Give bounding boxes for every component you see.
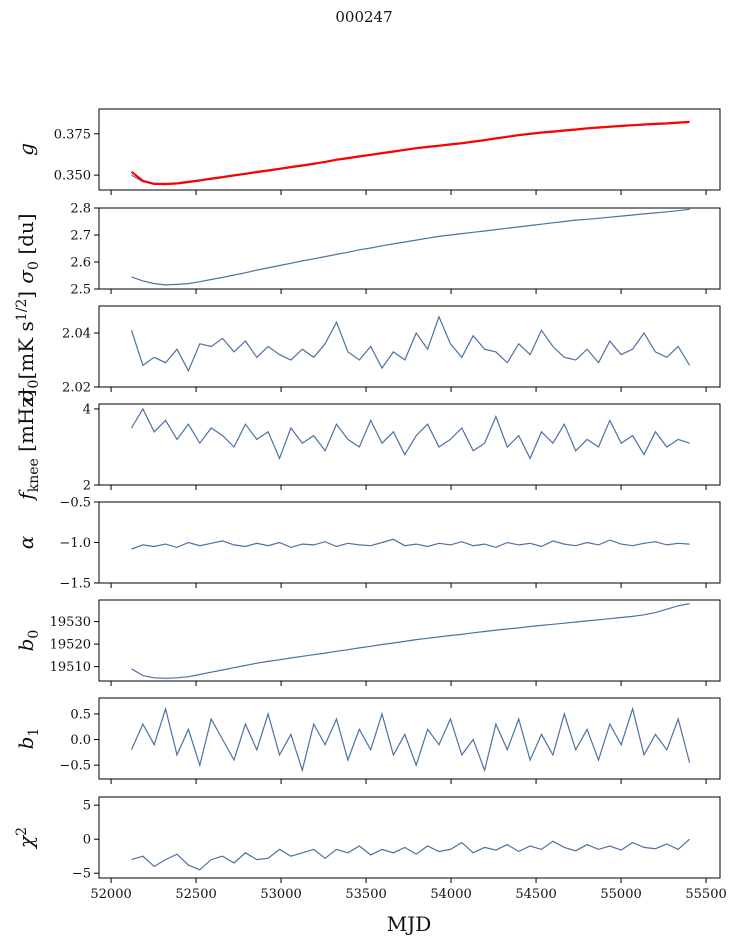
y-axis-label: σ0[mK s1/2] <box>14 291 42 402</box>
panel-2: 2.5 2.6 2.7 2.8 σ0 [du] <box>14 202 721 298</box>
y-label-part: 0 <box>26 380 42 389</box>
series-line-chi2 <box>131 838 691 871</box>
y-tick-label: 0.350 <box>54 169 91 184</box>
y-tick-label: 2.02 <box>62 381 91 396</box>
y-axis-label: g <box>14 143 38 156</box>
y-label-part: 1/2 <box>14 299 30 322</box>
y-tick-label: −0.5 <box>59 496 91 511</box>
y-tick-label: 5 <box>83 799 91 814</box>
y-label-part: χ <box>14 834 38 850</box>
x-tick-label: 52000 <box>90 887 131 902</box>
panel-6: 19510 19520 19530 b0 <box>14 599 721 686</box>
x-tick-label: 53500 <box>345 887 386 902</box>
y-axis-label: χ2 <box>14 827 38 850</box>
series-line-alpha <box>131 538 690 550</box>
y-label-part: 0 <box>26 630 42 639</box>
y-tick-label: 19530 <box>50 615 91 630</box>
y-tick-label: 19510 <box>50 660 91 675</box>
x-tick-label: 55500 <box>685 887 726 902</box>
y-tick-label: −0.5 <box>59 759 91 774</box>
panel-4: 2 4 fknee [mHz] <box>14 389 721 502</box>
x-tick-label: 54000 <box>430 887 471 902</box>
series-line-b1 <box>130 706 691 773</box>
axes-frame <box>98 305 721 388</box>
series-line-sigma0_du <box>131 208 690 286</box>
series-line-fknee <box>130 407 690 461</box>
axes-frame <box>98 796 721 879</box>
series-line-g <box>131 121 690 186</box>
series-line-b0 <box>131 603 690 679</box>
y-label-part: σ <box>14 269 38 284</box>
panel-7: −0.5 0.0 0.5 b1 <box>14 697 721 784</box>
y-tick-label: 2.6 <box>70 256 91 271</box>
axes-frame <box>98 108 721 191</box>
y-label-part: 1 <box>26 728 42 737</box>
y-tick-label: 2 <box>83 479 91 494</box>
y-tick-label: −1.5 <box>59 577 91 592</box>
x-tick-label: 52500 <box>175 887 216 902</box>
y-axis-label: b1 <box>14 728 42 750</box>
y-tick-label: 19520 <box>50 638 91 653</box>
y-tick-label: −1.0 <box>59 536 91 551</box>
panel-8: −5 0 5 52000 52500 53000 53500 54000 54500 55000 5… <box>14 796 727 902</box>
panel-1: 0.350 0.375 g <box>14 108 721 195</box>
x-tick-label: 53000 <box>260 887 301 902</box>
x-axis-label: MJD <box>387 912 432 936</box>
axes-frame <box>98 207 721 290</box>
y-tick-label: 2.8 <box>70 202 91 217</box>
panel-3: 2.02 2.04 σ0[mK s1/2] <box>14 291 721 402</box>
y-label-part: knee <box>26 458 42 492</box>
y-label-part: α <box>14 535 38 549</box>
y-label-part: b <box>14 737 38 750</box>
y-label-part: ] <box>14 291 38 299</box>
y-tick-label: 0 <box>83 833 91 848</box>
y-label-part: [du] <box>14 213 38 261</box>
x-tick-label: 55000 <box>600 887 641 902</box>
axes-frame <box>98 599 721 682</box>
y-axis-label: fknee [mHz] <box>14 389 42 501</box>
y-axis-label: α <box>14 535 38 549</box>
series-line-g_model <box>130 120 690 186</box>
axes-frame <box>98 403 721 486</box>
y-label-part: σ <box>14 387 38 402</box>
y-tick-label: −5 <box>72 867 91 882</box>
y-tick-label: 0.0 <box>70 733 91 748</box>
y-tick-label: 0.375 <box>54 127 91 142</box>
y-label-part: g <box>14 143 38 156</box>
series-line-sigma0_mK <box>130 315 691 373</box>
y-label-part: b <box>14 639 38 652</box>
y-label-part: 0 <box>26 261 42 270</box>
y-tick-label: 2.04 <box>62 327 91 342</box>
axes-frame <box>98 501 721 584</box>
y-axis-label: b0 <box>14 630 42 652</box>
y-label-part: 2 <box>14 827 30 836</box>
y-tick-label: 2.5 <box>70 283 91 298</box>
y-label-part: [mHz] <box>14 389 38 458</box>
chart-title: 000247 <box>335 8 392 26</box>
y-axis-label: σ0 [du] <box>14 213 42 283</box>
y-tick-label: 2.7 <box>70 229 91 244</box>
y-label-part: [mK s <box>14 321 38 379</box>
x-tick-label: 54500 <box>515 887 556 902</box>
axes-frame <box>98 697 721 780</box>
y-tick-label: 4 <box>83 402 91 417</box>
panel-5: −1.5 −1.0 −0.5 α <box>14 496 721 592</box>
y-tick-label: 0.5 <box>70 707 91 722</box>
